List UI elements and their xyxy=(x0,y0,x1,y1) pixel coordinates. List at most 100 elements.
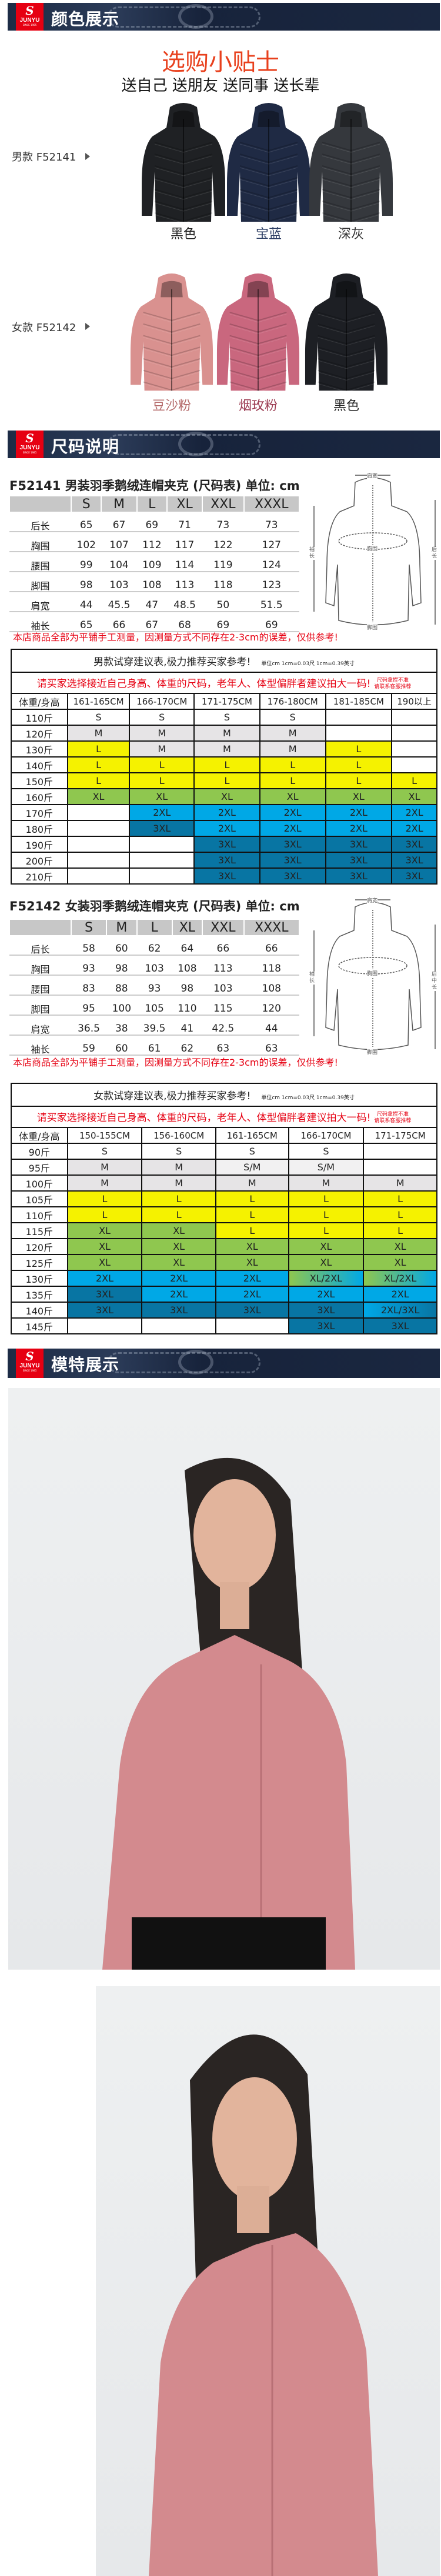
size-cell: M xyxy=(129,725,195,742)
measure-value: 65 xyxy=(71,516,102,536)
logo-brand: JUNYU xyxy=(19,17,40,24)
size-cell: M xyxy=(66,725,131,742)
women-size-title: F52142 女装羽季鹅绒连帽夹克 (尺码表) 单位: cm xyxy=(9,899,300,913)
size-cell xyxy=(66,1317,143,1334)
size-cell: 2XL xyxy=(391,820,437,837)
measure-value: 108 xyxy=(136,574,168,596)
rec-advice-side: 尺码拿捏不准 请联系客服推荐 xyxy=(374,678,411,690)
diagram-label: 脚围 xyxy=(367,623,378,631)
rec-corner: 体重/身高 xyxy=(11,1127,68,1144)
jacket-image-1 xyxy=(139,101,228,227)
size-cell: M xyxy=(259,725,326,742)
measure-label: 脚围 xyxy=(9,997,71,1019)
size-cell: S xyxy=(141,1143,216,1160)
size-cell: L xyxy=(66,1190,143,1207)
color-label: 豆沙粉 xyxy=(152,399,192,413)
rec-row: 135斤 3XL 2XL 2XL 2XL 2XL xyxy=(11,1286,437,1303)
jacket-image-3 xyxy=(307,101,395,227)
measure-value: 113 xyxy=(202,957,244,979)
rec-unit: 单位cm 1cm=0.03尺 1cm=0.39英寸 xyxy=(261,1095,355,1101)
size-cell: 2XL xyxy=(363,1286,437,1303)
size-cell xyxy=(66,820,131,837)
measure-value: 59 xyxy=(71,1037,107,1059)
size-cell: 3XL xyxy=(259,867,326,885)
rec-row: 115斤 XL XL L L L xyxy=(11,1222,437,1239)
weight-label: 100斤 xyxy=(11,1174,68,1192)
measure-value: 64 xyxy=(172,939,203,959)
size-cell: M xyxy=(193,725,260,742)
section-banner-models: S JUNYU SINCE 1985 模特展示 xyxy=(8,1349,440,1378)
size-cell: XL xyxy=(193,788,260,805)
rec-row: 200斤 3XL 3XL 3XL 3XL xyxy=(11,852,437,869)
measure-value: 115 xyxy=(202,997,244,1019)
tips-subtitle: 送自己 送朋友 送同事 送长辈 xyxy=(121,77,320,95)
weight-label: 190斤 xyxy=(11,836,68,853)
rec-row: 125斤 XL XL XL XL XL xyxy=(11,1254,437,1271)
arrow-right-icon xyxy=(85,323,90,330)
height-header: 161-165CM xyxy=(215,1127,289,1144)
rec-row: 110斤 S S S S xyxy=(11,709,437,726)
size-cell: 3XL xyxy=(193,836,260,853)
measure-value: 73 xyxy=(202,516,244,536)
rec-row: 160斤 XL XL XL XL XL XL xyxy=(11,788,437,805)
men-size-diagram: 肩宽 胸围 袖长 后长 脚围 xyxy=(308,471,441,632)
size-cell: L xyxy=(288,1206,365,1223)
measure-value: 122 xyxy=(202,534,244,556)
size-cell: 3XL xyxy=(325,852,393,869)
size-cell: S/M xyxy=(215,1159,289,1176)
rec-advice-side-line: 尺码拿捏不准 xyxy=(376,1112,409,1117)
rec-row: 100斤 M M M M M xyxy=(11,1174,437,1192)
size-cell: XL xyxy=(66,1222,143,1239)
measure-value: 50 xyxy=(202,594,244,616)
logo-since: SINCE 1985 xyxy=(22,1369,37,1372)
size-header: XXL xyxy=(202,919,245,936)
size-cell: M xyxy=(363,1174,437,1192)
size-header: L xyxy=(136,919,173,936)
weight-label: 150斤 xyxy=(11,772,68,789)
section-title: 尺码说明 xyxy=(51,437,120,456)
size-header: XXL xyxy=(202,495,245,513)
size-row: 胸围 93 98 103 108 113 118 xyxy=(9,957,299,979)
measure-value: 65 xyxy=(71,614,102,636)
measure-value: 112 xyxy=(136,534,168,556)
header-cell-blank xyxy=(9,919,72,936)
measure-label: 后长 xyxy=(9,516,71,536)
size-cell xyxy=(215,1317,289,1334)
logo-since: SINCE 1985 xyxy=(22,451,37,454)
size-cell: 3XL xyxy=(193,852,260,869)
size-cell: M xyxy=(215,1174,289,1192)
measure-label: 腰围 xyxy=(9,977,71,999)
size-header: M xyxy=(101,495,138,513)
size-header: S xyxy=(70,495,102,513)
rec-title-row: 男款试穿建议表,极力推荐买家参考! 单位cm 1cm=0.03尺 1cm=0.39… xyxy=(11,649,437,673)
size-cell xyxy=(66,852,131,869)
size-cell: 2XL xyxy=(259,804,326,821)
size-cell xyxy=(391,709,437,726)
section-title: 模特展示 xyxy=(51,1355,120,1374)
size-cell: XL xyxy=(129,788,195,805)
size-cell xyxy=(129,852,195,869)
measure-value: 60 xyxy=(106,939,137,959)
weight-label: 140斤 xyxy=(11,756,68,773)
measure-value: 73 xyxy=(243,516,299,536)
size-cell: L xyxy=(66,1206,143,1223)
measure-value: 127 xyxy=(243,534,299,556)
size-cell: 2XL/3XL xyxy=(363,1302,437,1319)
measure-note: 本店商品全部为平铺手工测量，因测量方式不同存在2-3cm的误差，仅供参考! xyxy=(13,1057,338,1068)
size-cell: 2XL xyxy=(129,804,195,821)
rec-title: 男款试穿建议表,极力推荐买家参考! xyxy=(93,656,251,668)
rec-advice-cell: 请买家选择接近自己身高、体重的尺码，老年人、体型偏胖者建议拍大一码! 尺码拿捏不准… xyxy=(11,672,437,694)
rec-row: 145斤 3XL 3XL xyxy=(11,1317,437,1334)
size-cell: L xyxy=(259,772,326,789)
size-cell xyxy=(66,836,131,853)
rec-row: 210斤 3XL 3XL 3XL 3XL xyxy=(11,867,437,885)
rec-row: 140斤 L L L L L xyxy=(11,756,437,773)
logo-brand: JUNYU xyxy=(19,445,40,451)
size-cell: XL xyxy=(141,1222,216,1239)
logo-mark: S xyxy=(25,431,34,445)
weight-label: 210斤 xyxy=(11,867,68,885)
size-cell: M xyxy=(66,1174,143,1192)
size-cell: XL xyxy=(66,1254,143,1271)
measure-value: 83 xyxy=(71,977,107,999)
color-label: 深灰 xyxy=(338,227,365,242)
